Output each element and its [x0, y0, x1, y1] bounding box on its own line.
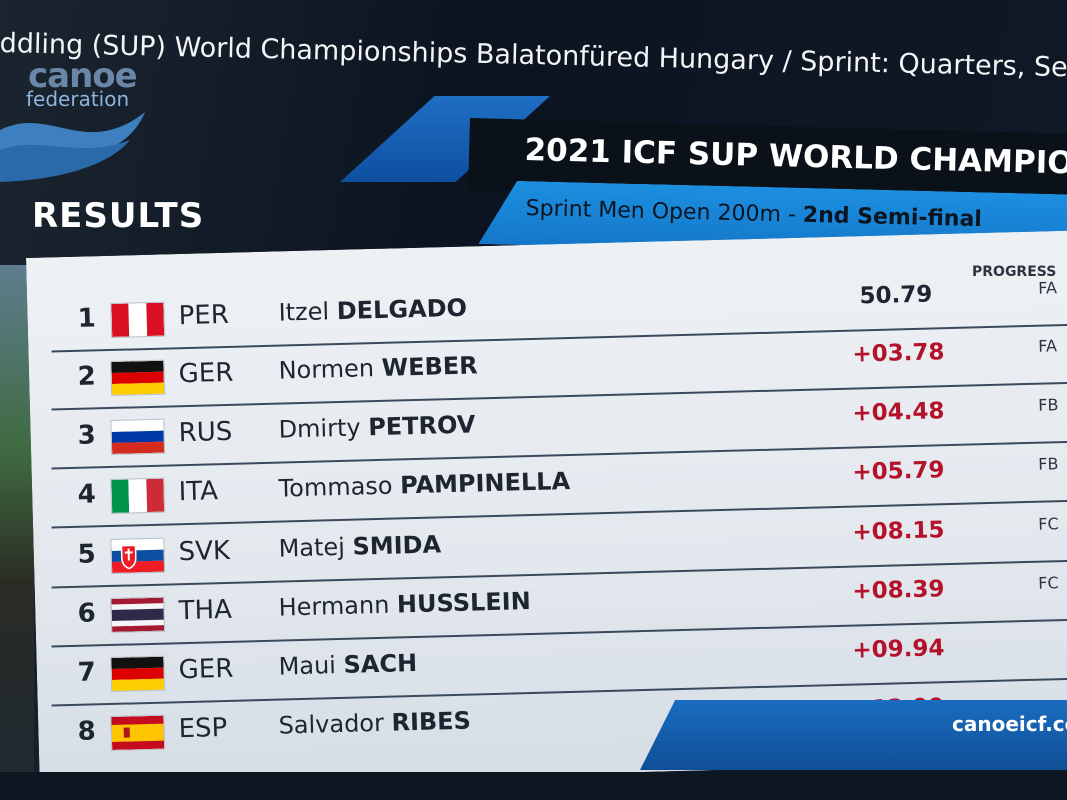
athlete-name: Normen WEBER [278, 351, 478, 384]
country-code: THA [178, 594, 233, 627]
germany-flag [110, 655, 166, 692]
logo-canoe-text: canoe [28, 56, 138, 96]
progress-code: FC [1037, 514, 1059, 534]
last-name: PAMPINELLA [399, 466, 571, 500]
italy-flag [110, 477, 166, 514]
first-name: Matej [278, 532, 346, 563]
table-row: 4 ITA Tommaso PAMPINELLA +05.79 FB [51, 442, 1067, 529]
last-name: SACH [343, 648, 418, 679]
athlete-name: Dmirty PETROV [278, 410, 475, 443]
table-row: 2 GER Normen WEBER +03.78 FA [51, 324, 1067, 411]
thailand-flag [110, 596, 166, 633]
progress-code: FA [1037, 336, 1058, 356]
first-name: Salvador [278, 708, 385, 740]
table-row: 6 THA Hermann HUSSLEIN +08.39 FC [51, 561, 1067, 648]
first-name: Tommaso [278, 471, 393, 503]
last-name: WEBER [381, 351, 479, 382]
time-gap: +09.94 [852, 635, 945, 664]
rank: 5 [77, 539, 97, 570]
footer-bar [640, 700, 1067, 770]
athlete-name: Itzel DELGADO [278, 294, 467, 327]
first-name: Normen [278, 354, 375, 385]
rank: 8 [77, 716, 97, 747]
site-url: canoeicf.co [952, 712, 1067, 736]
progress-code: FB [1037, 454, 1059, 474]
last-name: RIBES [391, 706, 472, 737]
first-name: Maui [278, 651, 337, 681]
logo-federation-text: federation [26, 87, 130, 111]
progress-code [1038, 632, 1067, 633]
first-name: Hermann [278, 590, 390, 622]
last-name: PETROV [367, 410, 476, 442]
spain-flag [110, 714, 166, 751]
progress-header: PROGRESS [972, 264, 1057, 280]
progress-code: FA [1037, 278, 1058, 298]
rank: 6 [77, 598, 97, 629]
progress-code: FC [1037, 573, 1059, 593]
table-row: 5 SVK Matej SMIDA +08.15 FC [51, 502, 1067, 589]
rank: 2 [77, 361, 97, 392]
peru-flag [110, 301, 166, 338]
last-name: HUSSLEIN [396, 587, 532, 619]
winning-time: 50.79 [859, 281, 933, 310]
country-code: PER [178, 299, 230, 332]
rank: 3 [77, 420, 97, 451]
time-gap: +08.15 [852, 517, 945, 546]
athlete-name: Salvador RIBES [278, 707, 471, 740]
time-gap: +05.79 [852, 457, 945, 486]
country-code: ESP [178, 712, 228, 745]
athlete-name: Maui SACH [278, 649, 417, 681]
country-code: GER [178, 357, 234, 390]
first-name: Itzel [278, 297, 330, 327]
germany-flag [110, 359, 166, 396]
athlete-name: Matej SMIDA [278, 530, 441, 562]
last-name: DELGADO [336, 293, 468, 326]
time-gap: +04.48 [852, 398, 945, 427]
screen-bottom [0, 772, 1067, 800]
time-gap: +03.78 [852, 339, 945, 368]
background-scenery [0, 265, 34, 800]
rank: 4 [77, 479, 97, 510]
table-row: 7 GER Maui SACH +09.94 [51, 620, 1067, 707]
wave-icon [0, 112, 145, 182]
country-code: RUS [178, 416, 233, 449]
athlete-name: Tommaso PAMPINELLA [278, 467, 570, 503]
country-code: SVK [178, 535, 231, 568]
results-heading: RESULTS [32, 196, 205, 236]
progress-code [1038, 691, 1067, 692]
last-name: SMIDA [352, 530, 442, 561]
progress-code: FB [1037, 395, 1059, 415]
rank: 7 [77, 657, 97, 688]
russia-flag [110, 418, 166, 455]
first-name: Dmirty [278, 413, 361, 444]
slovakia-flag [110, 537, 166, 574]
country-code: ITA [178, 476, 219, 508]
icf-logo: canoe federation [0, 55, 180, 185]
athlete-name: Hermann HUSSLEIN [278, 587, 531, 622]
rank: 1 [77, 303, 97, 334]
time-gap: +08.39 [852, 576, 945, 605]
country-code: GER [178, 653, 234, 686]
table-row: 1 PER Itzel DELGADO 50.79 FA [51, 266, 1067, 353]
table-row: 3 RUS Dmirty PETROV +04.48 FB [51, 383, 1067, 470]
